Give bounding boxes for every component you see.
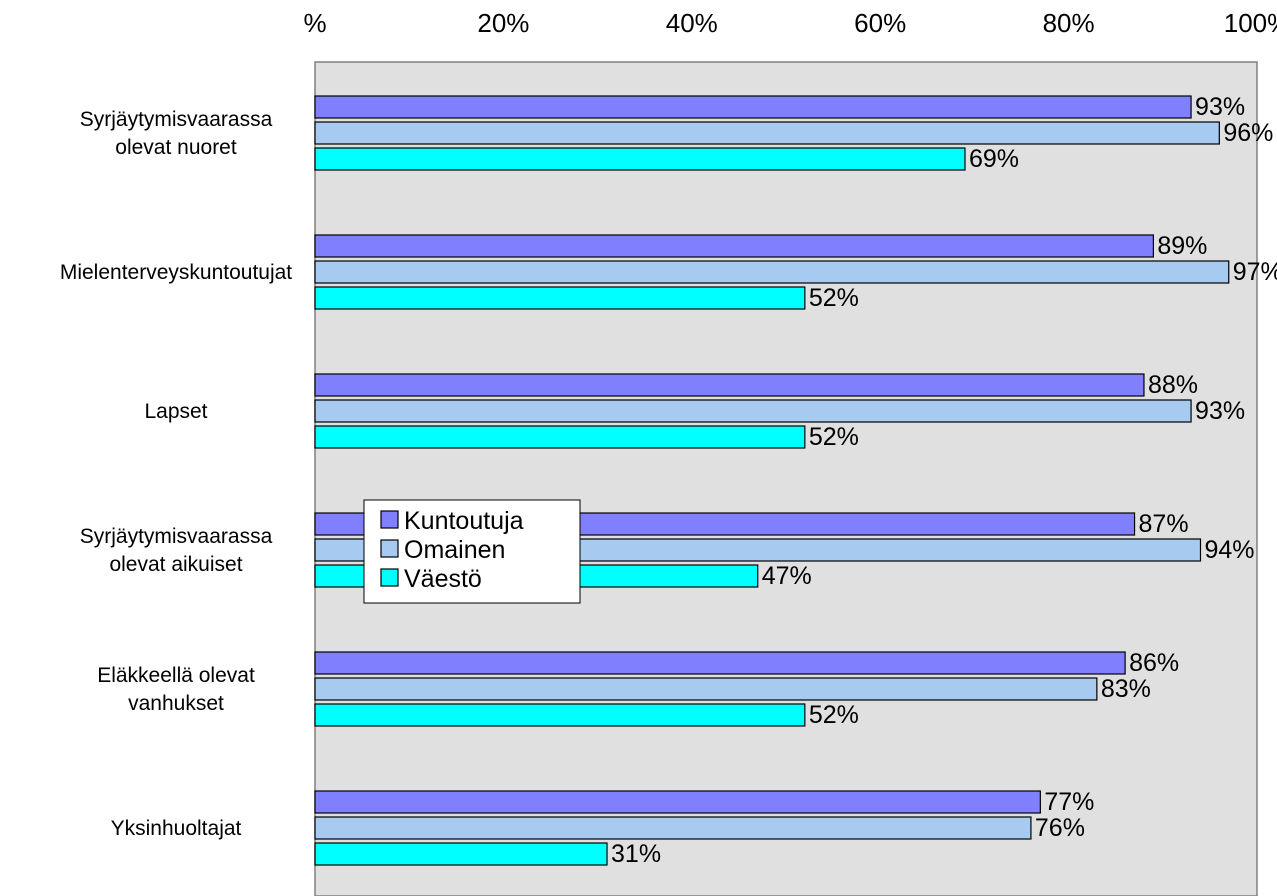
x-tick-label: 20% bbox=[477, 8, 529, 38]
bar bbox=[314, 373, 1145, 397]
category-label: Eläkkeellä olevat bbox=[97, 664, 255, 687]
x-tick-label: 60% bbox=[854, 8, 906, 38]
x-tick-label: % bbox=[303, 8, 326, 38]
bar bbox=[314, 651, 1126, 675]
data-label: 89% bbox=[1157, 232, 1207, 260]
data-label: 94% bbox=[1204, 536, 1254, 564]
category-label: Mielenterveyskuntoutujat bbox=[60, 261, 292, 284]
data-label: 52% bbox=[809, 284, 859, 312]
category-label: Yksinhuoltajat bbox=[111, 817, 242, 840]
bar bbox=[314, 703, 806, 727]
data-label: 52% bbox=[809, 423, 859, 451]
x-axis-ticks: % 20% 40% 60% 80% 100% bbox=[303, 8, 1277, 38]
data-label: 76% bbox=[1035, 814, 1085, 842]
legend-box bbox=[363, 499, 581, 604]
legend-swatch bbox=[380, 510, 399, 529]
x-tick-label: 40% bbox=[666, 8, 718, 38]
legend-swatch bbox=[380, 539, 399, 558]
category-label: Syrjäytymisvaarassa bbox=[80, 525, 273, 548]
data-label: 87% bbox=[1139, 510, 1189, 538]
data-labels: 93%96%69%89%97%52%88%93%52%87%94%47%86%8… bbox=[611, 93, 1277, 868]
bar bbox=[314, 95, 1192, 119]
category-label: vanhukset bbox=[128, 692, 224, 715]
x-tick-label: 100% bbox=[1224, 8, 1277, 38]
bar bbox=[314, 816, 1032, 840]
data-label: 77% bbox=[1044, 788, 1094, 816]
category-label: Syrjäytymisvaarassa bbox=[80, 108, 273, 131]
legend-label: Kuntoutuja bbox=[404, 507, 524, 535]
bar bbox=[314, 790, 1041, 814]
data-label: 69% bbox=[969, 145, 1019, 173]
data-label: 83% bbox=[1101, 675, 1151, 703]
bar bbox=[314, 399, 1192, 423]
data-label: 47% bbox=[762, 562, 812, 590]
data-label: 93% bbox=[1195, 397, 1245, 425]
legend-label: Väestö bbox=[404, 565, 482, 593]
bar bbox=[314, 286, 806, 310]
data-label: 88% bbox=[1148, 371, 1198, 399]
plot-area bbox=[314, 61, 1258, 896]
category-label: olevat aikuiset bbox=[109, 553, 242, 576]
data-label: 96% bbox=[1223, 119, 1273, 147]
bar bbox=[314, 234, 1154, 258]
legend-label: Omainen bbox=[404, 536, 505, 564]
data-label: 52% bbox=[809, 701, 859, 729]
data-label: 97% bbox=[1233, 258, 1277, 286]
category-label: Lapset bbox=[144, 400, 207, 423]
category-labels: Syrjäytymisvaarassa olevat nuoret Mielente… bbox=[60, 108, 292, 840]
bar bbox=[314, 425, 806, 449]
data-label: 86% bbox=[1129, 649, 1179, 677]
data-label: 93% bbox=[1195, 93, 1245, 121]
data-label: 31% bbox=[611, 840, 661, 868]
bar bbox=[314, 677, 1098, 701]
legend-swatch bbox=[380, 568, 399, 587]
bar bbox=[314, 121, 1220, 145]
bar bbox=[314, 260, 1230, 284]
bar bbox=[314, 147, 966, 171]
x-tick-label: 80% bbox=[1043, 8, 1095, 38]
bar bbox=[314, 842, 608, 866]
category-label: olevat nuoret bbox=[115, 136, 237, 159]
